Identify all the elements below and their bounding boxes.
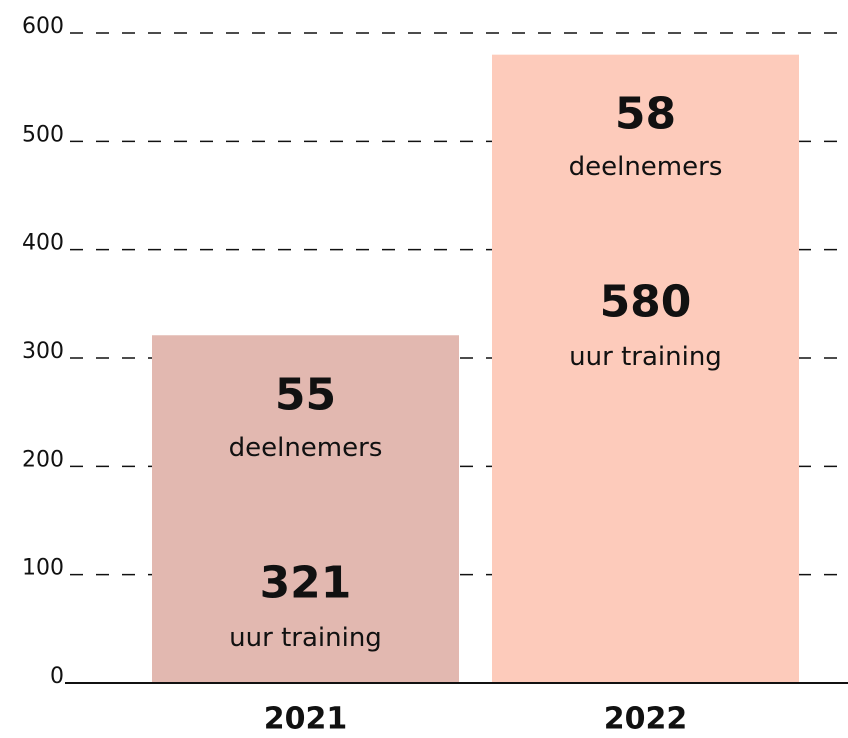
y-tick-label: 300 bbox=[22, 339, 64, 364]
participants-caption: deelnemers bbox=[229, 433, 383, 463]
y-tick-label: 200 bbox=[22, 447, 64, 472]
participants-caption: deelnemers bbox=[569, 152, 723, 182]
x-tick-label: 2021 bbox=[264, 702, 348, 737]
participants-count: 58 bbox=[615, 89, 676, 140]
y-tick-label: 0 bbox=[50, 664, 64, 689]
y-tick-label: 100 bbox=[22, 556, 64, 581]
value-caption: uur training bbox=[569, 342, 722, 372]
x-tick-label: 2022 bbox=[604, 702, 688, 737]
value-caption: uur training bbox=[229, 623, 382, 653]
y-tick-label: 500 bbox=[22, 122, 64, 147]
bar bbox=[152, 335, 459, 683]
value-label: 580 bbox=[600, 277, 692, 328]
participants-count: 55 bbox=[275, 369, 336, 420]
y-tick-label: 400 bbox=[22, 231, 64, 256]
y-tick-label: 600 bbox=[22, 14, 64, 39]
value-label: 321 bbox=[260, 557, 352, 608]
bar bbox=[492, 54, 799, 683]
